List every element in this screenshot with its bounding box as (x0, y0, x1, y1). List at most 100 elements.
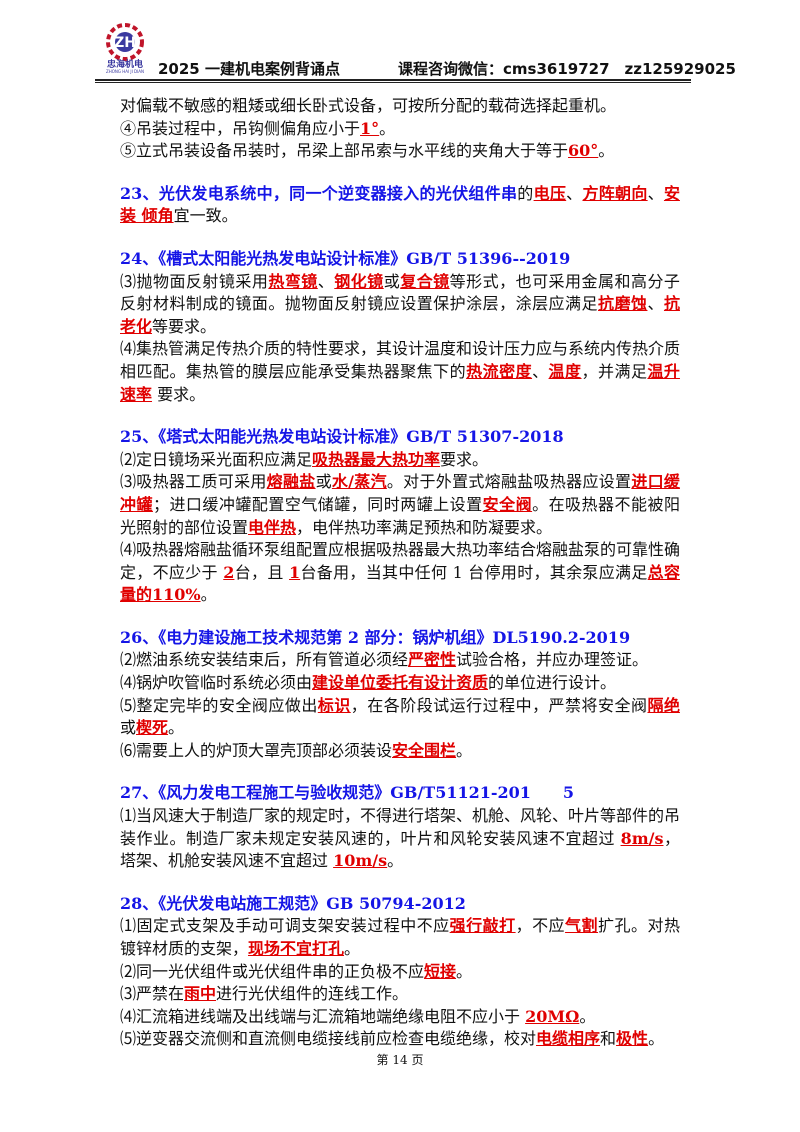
key-point: 总容量的110% (120, 562, 680, 605)
paragraph: ⑸整定完毕的安全阀应做出标识，在各阶段试运行过程中，严禁将安全阀隔绝或楔死。 (120, 695, 680, 740)
paragraph: 26、《电力建设施工技术规范第 2 部分：锅炉机组》DL5190.2-2019 (120, 627, 680, 650)
paragraph: ⑵定日镜场采光面积应满足吸热器最大热功率要求。 (120, 449, 680, 472)
heading-text: 23、光伏发电系统中，同一个逆变器接入的光伏组件串 (120, 183, 518, 203)
section: 28、《光伏发电站施工规范》GB 50794-2012 ⑴固定式支架及手动可调支架… (120, 893, 680, 1051)
text-run: ④吊装过程中，吊钩侧偏角应小于 (120, 118, 361, 138)
heading-text: 26、《电力建设施工技术规范第 2 部分：锅炉机组》DL5190.2-2019 (120, 627, 631, 647)
key-point: 强行敲打 (449, 916, 516, 936)
paragraph: ⑵燃油系统安装结束后，所有管道必须经严密性试验合格，并应办理签证。 (120, 649, 680, 672)
key-point: 气割 (565, 916, 599, 936)
logo-subname: ZHONG HAI JI DIAN (106, 69, 144, 74)
text-run: 、 (532, 361, 549, 381)
section: 24、《槽式太阳能光热发电站设计标准》GB/T 51396--2019 ⑶抛物面反… (120, 248, 680, 406)
heading-text: 27、《风力发电工程施工与验收规范》GB/T51121-201 5 (120, 783, 575, 803)
header-rule (95, 79, 691, 83)
key-point: 现场不宜打孔 (248, 939, 345, 958)
key-point: 雨中 (184, 984, 217, 1004)
text-run: 等形式，也可采用金属和高分子反射材料制成的镜面。抛物面反射镜应设置保护涂层，涂层… (120, 271, 680, 314)
text-run: 。 (648, 1029, 665, 1049)
text-run: 。 (598, 141, 615, 161)
text-run: ， 塔架、机舱安装风速不宜超过 (120, 828, 680, 871)
text-run: ⑴固定式支架及手动可调支架安装过程中不应 (120, 916, 450, 936)
key-point: 热流密度 (466, 361, 533, 381)
content: 对偏载不敏感的粗矮或细长卧式设备，可按所分配的载荷选择起重机。 ④吊装过程中，吊钩… (120, 95, 680, 1071)
text-run: 。在吸热器不能被阳光照射的部位设置 (120, 494, 680, 537)
text-run: 的单位进行设计。 (488, 673, 617, 693)
paragraph: ④吊装过程中，吊钩侧偏角应小于1°。 (120, 118, 680, 141)
text-run: ⑵同一光伏组件或光伏组件串的正负极不应 (120, 961, 425, 981)
text-run: ，并满足 (581, 361, 648, 381)
text-run: 。 (168, 718, 185, 738)
text-run: 等要求。 (152, 316, 217, 336)
key-point: 极性 (616, 1029, 649, 1049)
text-run: ⑤立式吊装设备吊装时，吊梁上部吊索与水平线的夹角大于等于 (120, 141, 569, 161)
key-point: 热弯镜 (268, 271, 318, 291)
text-run: ⑷集热管满足传热介质的特性要求，其设计温度和设计压力应与系统内传热介质相匹配。集… (120, 339, 681, 381)
text-run: ⑷锅炉吹管临时系统必须由 (120, 673, 313, 693)
section: 25、《塔式太阳能光热发电站设计标准》GB/T 51307-2018 ⑵定日镜场采… (120, 426, 680, 607)
header-contact: 课程咨询微信：cms3619727 zz125929025 (398, 60, 736, 78)
paragraph: ⑤立式吊装设备吊装时，吊梁上部吊索与水平线的夹角大于等于60°。 (120, 140, 680, 163)
text-run: ⑶严禁在 (120, 984, 185, 1004)
text-run: 。 (387, 851, 404, 871)
key-point: 20MΩ (525, 1006, 580, 1026)
text-run: 或 (120, 718, 137, 738)
key-point: 钢化镜 (334, 271, 384, 291)
text-run: 和 (600, 1029, 617, 1049)
text-run: 、 (566, 183, 583, 203)
key-point: 温度 (548, 361, 582, 381)
key-point: 标识 (317, 695, 351, 715)
section: 对偏载不敏感的粗矮或细长卧式设备，可按所分配的载荷选择起重机。 ④吊装过程中，吊钩… (120, 95, 680, 163)
key-point: 方阵朝向 (582, 183, 648, 203)
text-run: ⑷汇流箱进线端及出线端与汇流箱地端绝缘电阻不应小于 (120, 1006, 526, 1026)
text-run: ⑵燃油系统安装结束后，所有管道必须经 (120, 650, 409, 670)
page-number: 第 14 页 (376, 1053, 424, 1067)
text-run: 、 (647, 183, 664, 203)
key-point: 吸热器最大热功率 (312, 449, 441, 469)
key-point: 10m/s (333, 851, 388, 871)
heading-text: 25、《塔式太阳能光热发电站设计标准》GB/T 51307-2018 (120, 427, 564, 447)
text-run: 扩孔。对热镀锌材质的支架， (120, 916, 680, 958)
text-run: 。 (379, 118, 396, 138)
text-run: ⑶抛物面反射镜采用 (120, 271, 269, 291)
text-run: 或 (383, 271, 401, 291)
text-run: 。 (456, 740, 473, 760)
key-point: 电缆相序 (536, 1029, 601, 1049)
key-point: 电压 (533, 183, 567, 203)
key-point: 1 (289, 562, 301, 582)
heading-text: 24、《槽式太阳能光热发电站设计标准》GB/T 51396--2019 (120, 248, 571, 268)
paragraph: ⑶严禁在雨中进行光伏组件的连线工作。 (120, 983, 680, 1006)
paragraph: 24、《槽式太阳能光热发电站设计标准》GB/T 51396--2019 (120, 248, 680, 271)
text-run: 。 (200, 585, 217, 605)
text-run: 台备用，当其中任何 1 台停用时，其余泵应满足 (300, 562, 648, 582)
paragraph: ⑷集热管满足传热介质的特性要求，其设计温度和设计压力应与系统内传热介质相匹配。集… (120, 338, 680, 406)
text-run: 要求。 (440, 449, 489, 469)
key-point: 60° (568, 141, 599, 161)
svg-text:ZH: ZH (114, 35, 136, 51)
text-run: 进行光伏组件的连线工作。 (216, 984, 409, 1004)
key-point: 电伴热 (248, 517, 297, 537)
key-point: 8m/s (620, 828, 664, 848)
key-point: 1° (360, 118, 380, 138)
text-run: 。 (579, 1006, 596, 1026)
text-run: 的 (517, 183, 534, 203)
text-run: 、 (317, 271, 335, 291)
paragraph: ⑸逆变器交流侧和直流侧电缆接线前应检查电缆绝缘，校对电缆相序和极性。 (120, 1028, 680, 1051)
paragraph: ⑶抛物面反射镜采用热弯镜、钢化镜或复合镜等形式，也可采用金属和高分子反射材料制成… (120, 271, 680, 339)
text-run: ⑸逆变器交流侧和直流侧电缆接线前应检查电缆绝缘，校对 (120, 1029, 537, 1049)
text-run: 要求。 (152, 384, 206, 404)
text-run: 。 (344, 939, 361, 958)
text-run: 对偏载不敏感的粗矮或细长卧式设备，可按所分配的载荷选择起重机。 (120, 96, 617, 115)
section: 26、《电力建设施工技术规范第 2 部分：锅炉机组》DL5190.2-2019 ⑵… (120, 627, 680, 763)
paragraph: 28、《光伏发电站施工规范》GB 50794-2012 (120, 893, 680, 916)
key-point: 水/蒸汽 (331, 472, 387, 492)
text-run: 。 (456, 961, 473, 981)
paragraph: 对偏载不敏感的粗矮或细长卧式设备，可按所分配的载荷选择起重机。 (120, 95, 680, 118)
key-point: 建设单位委托有设计资质 (312, 673, 489, 693)
key-point: 进口缓冲罐 (120, 472, 680, 514)
text-run: ⑹需要上人的炉顶大罩壳顶部必须装设 (120, 740, 393, 760)
key-point: 严密性 (408, 650, 457, 670)
text-run: ⑶吸热器工质可采用 (120, 472, 267, 492)
paragraph: 25、《塔式太阳能光热发电站设计标准》GB/T 51307-2018 (120, 426, 680, 449)
